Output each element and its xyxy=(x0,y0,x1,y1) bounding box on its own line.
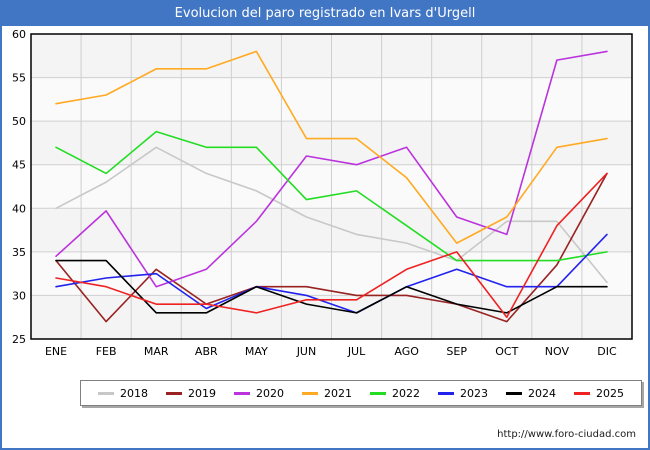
series-line-2019[interactable] xyxy=(55,172,608,323)
legend-item-2024[interactable]: 2024 xyxy=(506,387,556,400)
legend-label: 2024 xyxy=(528,386,556,400)
legend-swatch-icon-2020 xyxy=(234,391,250,395)
x-axis-tick-label: JUL xyxy=(347,345,366,358)
y-axis-tick-label: 25 xyxy=(12,333,26,346)
legend-label: 2021 xyxy=(324,386,352,400)
y-axis-tick-label: 35 xyxy=(12,246,26,259)
legend-swatch-icon-2018 xyxy=(98,391,114,395)
y-axis-tick-label: 60 xyxy=(12,28,26,41)
x-axis-tick-label: MAR xyxy=(144,345,169,358)
series-line-2025[interactable] xyxy=(55,172,608,319)
legend-item-2019[interactable]: 2019 xyxy=(166,387,216,400)
legend-item-2023[interactable]: 2023 xyxy=(438,387,488,400)
x-axis-tick-label: OCT xyxy=(495,345,518,358)
footer-url: http://www.foro-ciudad.com xyxy=(497,429,636,440)
plot-frame xyxy=(30,33,633,340)
x-axis-tick-label: ABR xyxy=(195,345,218,358)
y-axis-tick-label: 50 xyxy=(12,115,26,128)
legend-swatch-icon-2021 xyxy=(302,391,318,395)
x-axis-tick-label: AGO xyxy=(394,345,419,358)
x-axis-tick-label: DIC xyxy=(597,345,617,358)
legend-label: 2023 xyxy=(460,386,488,400)
legend-item-2018[interactable]: 2018 xyxy=(98,387,148,400)
legend-item-2022[interactable]: 2022 xyxy=(370,387,420,400)
legend-label: 2022 xyxy=(392,386,420,400)
x-axis-tick-label: NOV xyxy=(545,345,570,358)
legend-swatch-icon-2019 xyxy=(166,391,182,395)
y-axis-tick-label: 40 xyxy=(12,202,26,215)
series-line-2021[interactable] xyxy=(55,50,608,244)
line-chart-svg: 25 30 35 40 45 50 55 60 ENE FEB MAR ABR MAY JUN JUL AGO… xyxy=(12,28,633,358)
legend-swatch-icon-2025 xyxy=(574,391,590,395)
series-line-2018[interactable] xyxy=(55,146,608,284)
x-axis-tick-label: SEP xyxy=(446,345,467,358)
chart-legend: 2018 2019 2020 2021 2022 2023 2024 2025 xyxy=(80,380,642,406)
x-axis-tick-label: MAY xyxy=(245,345,268,358)
x-axis-tick-label: JUN xyxy=(296,345,317,358)
legend-item-2020[interactable]: 2020 xyxy=(234,387,284,400)
legend-label: 2018 xyxy=(120,386,148,400)
data-series-group xyxy=(55,50,608,323)
x-axis-tick-label: FEB xyxy=(96,345,117,358)
legend-label: 2025 xyxy=(596,386,624,400)
y-axis-tick-labels: 25 30 35 40 45 50 55 60 xyxy=(12,28,26,346)
x-axis-tick-label: ENE xyxy=(45,345,67,358)
series-line-2022[interactable] xyxy=(55,130,608,262)
legend-label: 2020 xyxy=(256,386,284,400)
y-axis-tick-label: 45 xyxy=(12,159,26,172)
legend-swatch-icon-2023 xyxy=(438,391,454,395)
legend-swatch-icon-2024 xyxy=(506,391,522,395)
grid-lines-vertical xyxy=(80,34,583,339)
legend-label: 2019 xyxy=(188,386,216,400)
y-axis-tick-label: 30 xyxy=(12,289,26,302)
series-line-2023[interactable] xyxy=(55,233,608,314)
series-line-2024[interactable] xyxy=(55,259,608,314)
legend-item-2021[interactable]: 2021 xyxy=(302,387,352,400)
chart-plot-area: 25 30 35 40 45 50 55 60 ENE FEB MAR ABR MAY JUN JUL AGO… xyxy=(2,26,648,366)
legend-item-2025[interactable]: 2025 xyxy=(574,387,624,400)
y-axis-tick-label: 55 xyxy=(12,72,26,85)
window-title: Evolucion del paro registrado en Ivars d… xyxy=(2,2,648,26)
x-axis-tick-labels: ENE FEB MAR ABR MAY JUN JUL AGO SEP OCT NOV DIC xyxy=(45,345,617,358)
legend-swatch-icon-2022 xyxy=(370,391,386,395)
